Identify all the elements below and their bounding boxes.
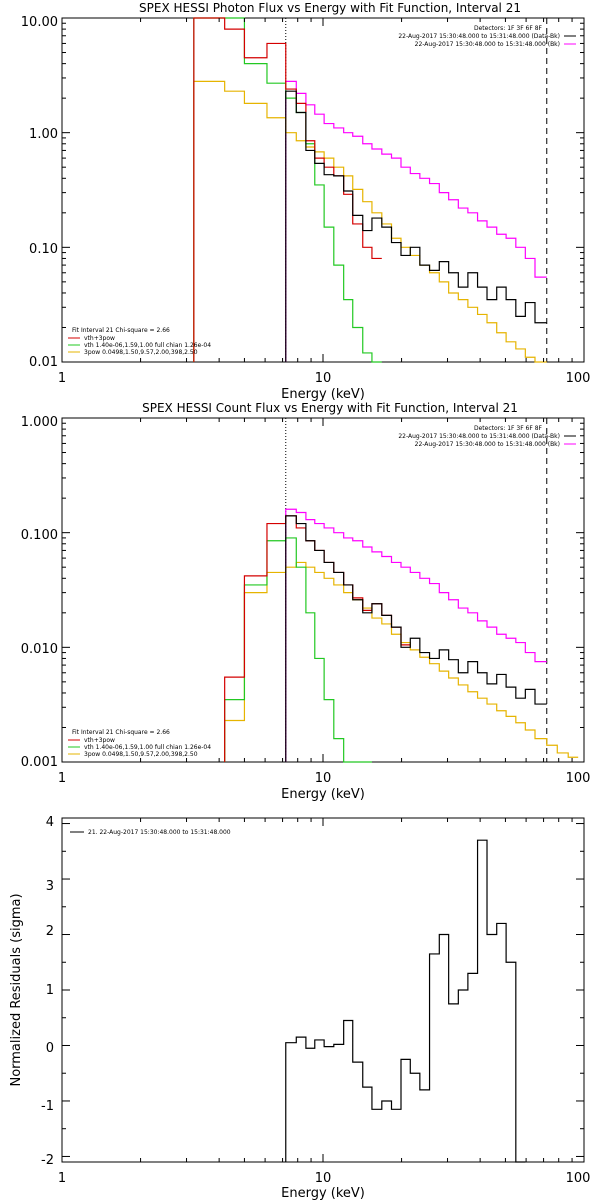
data-minus-background-histogram [285, 515, 547, 762]
legend-entry-data: 22-Aug-2017 15:30:48.000 to 15:31:48.000… [398, 433, 560, 440]
residuals-x-axis-label: Energy (keV) [281, 1186, 365, 1200]
data-minus-background-histogram [285, 90, 547, 362]
total-fit-histogram [193, 17, 382, 362]
legend-entry-nonthermal: 3pow 0.0498,1.50,9.57,2.00,398,2.50 [84, 349, 198, 356]
residuals-xtick-label: 10 [315, 1171, 332, 1186]
nonthermal-fit-histogram [224, 561, 579, 762]
photon-flux-title: SPEX HESSI Photon Flux vs Energy with Fi… [139, 1, 521, 15]
residuals-legend: 21. 22-Aug-2017 15:30:48.000 to 15:31:48… [70, 829, 231, 836]
residuals-ytick-label: 4 [46, 815, 54, 830]
photon-flux-plot-frame [61, 17, 585, 363]
residuals-plot-frame [61, 817, 585, 1163]
residuals-ytick-label: 1 [46, 983, 54, 998]
panel-residuals: 4 3 2 1 0 -1 -2 1 10 100 Energy (keV) No… [9, 815, 590, 1200]
legend-heading: Detectors: 1F 3F 6F 8F [474, 425, 543, 432]
residuals-ytick-label: -1 [41, 1099, 54, 1114]
background-histogram [285, 80, 547, 362]
residuals-xtick-label: 1 [58, 1171, 66, 1186]
nonthermal-fit-histogram [193, 80, 547, 363]
legend-entry-nonthermal: 3pow 0.0498,1.50,9.57,2.00,398,2.50 [84, 751, 198, 758]
panel-count-flux: SPEX HESSI Count Flux vs Energy with Fit… [21, 401, 591, 802]
count-flux-xtick-label: 10 [315, 771, 332, 786]
total-fit-histogram [224, 515, 411, 762]
count-flux-legend-bottom: Fit Interval 21 Chi-square = 2.66 vth+3p… [68, 729, 211, 758]
thermal-fit-histogram [224, 537, 372, 763]
legend-entry-total: vth+3pow [84, 335, 115, 342]
count-flux-ytick-label: 0.010 [21, 642, 58, 657]
legend-entry-background: 22-Aug-2017 15:30:48.000 to 15:31:48.000… [415, 41, 560, 48]
photon-flux-xtick-label: 10 [315, 371, 332, 386]
legend-entry-data: 22-Aug-2017 15:30:48.000 to 15:31:48.000… [398, 33, 560, 40]
legend-entry-total: vth+3pow [84, 737, 115, 744]
photon-flux-ytick-label: 10.00 [21, 15, 58, 30]
residuals-xtick-label: 100 [566, 1171, 591, 1186]
residuals-histogram [285, 839, 526, 1163]
legend-entry-residuals: 21. 22-Aug-2017 15:30:48.000 to 15:31:48… [88, 829, 231, 836]
count-flux-data-marks [224, 418, 579, 763]
count-flux-ytick-label: 0.001 [21, 755, 58, 770]
panel-photon-flux: SPEX HESSI Photon Flux vs Energy with Fi… [21, 1, 591, 402]
legend-fit-heading: Fit Interval 21 Chi-square = 2.66 [72, 729, 170, 736]
thermal-fit-histogram [193, 17, 382, 363]
count-flux-ytick-label: 1.000 [21, 415, 58, 430]
residuals-ytick-label: 0 [46, 1041, 54, 1056]
photon-flux-legend-bottom: Fit Interval 21 Chi-square = 2.66 vth+3p… [68, 327, 211, 356]
residuals-ytick-label: -2 [41, 1153, 54, 1168]
photon-flux-ytick-label: 1.00 [29, 127, 58, 142]
residuals-axis-ticks [61, 818, 584, 1162]
count-flux-legend-top: Detectors: 1F 3F 6F 8F 22-Aug-2017 15:30… [398, 425, 576, 448]
photon-flux-data-marks [193, 17, 548, 363]
count-flux-title: SPEX HESSI Count Flux vs Energy with Fit… [142, 401, 518, 415]
count-flux-axis-ticks [61, 417, 584, 763]
count-flux-x-axis-label: Energy (keV) [281, 787, 365, 802]
photon-flux-xtick-label: 100 [566, 371, 591, 386]
residuals-ytick-label: 2 [46, 924, 54, 939]
count-flux-xtick-label: 100 [566, 771, 591, 786]
background-histogram [285, 508, 547, 762]
count-flux-xtick-label: 1 [58, 771, 66, 786]
legend-heading: Detectors: 1F 3F 6F 8F [474, 25, 543, 32]
legend-entry-thermal: vth 1.40e-06,1.59,1.00 full chian 1.26e-… [84, 342, 211, 349]
legend-entry-background: 22-Aug-2017 15:30:48.000 to 15:31:48.000… [415, 441, 560, 448]
legend-fit-heading: Fit Interval 21 Chi-square = 2.66 [72, 327, 170, 334]
photon-flux-ytick-label: 0.10 [29, 242, 58, 257]
photon-flux-axis-ticks [61, 17, 584, 363]
residuals-ytick-label: 3 [46, 879, 54, 894]
legend-entry-thermal: vth 1.40e-06,1.59,1.00 full chian 1.26e-… [84, 744, 211, 751]
photon-flux-x-axis-label: Energy (keV) [281, 387, 365, 402]
photon-flux-ytick-label: 0.01 [29, 355, 58, 370]
residuals-data-marks [285, 839, 526, 1163]
photon-flux-xtick-label: 1 [58, 371, 66, 386]
photon-flux-legend-top: Detectors: 1F 3F 6F 8F 22-Aug-2017 15:30… [398, 25, 576, 48]
count-flux-ytick-label: 0.100 [21, 528, 58, 543]
residuals-y-axis-label: Normalized Residuals (sigma) [9, 893, 24, 1086]
